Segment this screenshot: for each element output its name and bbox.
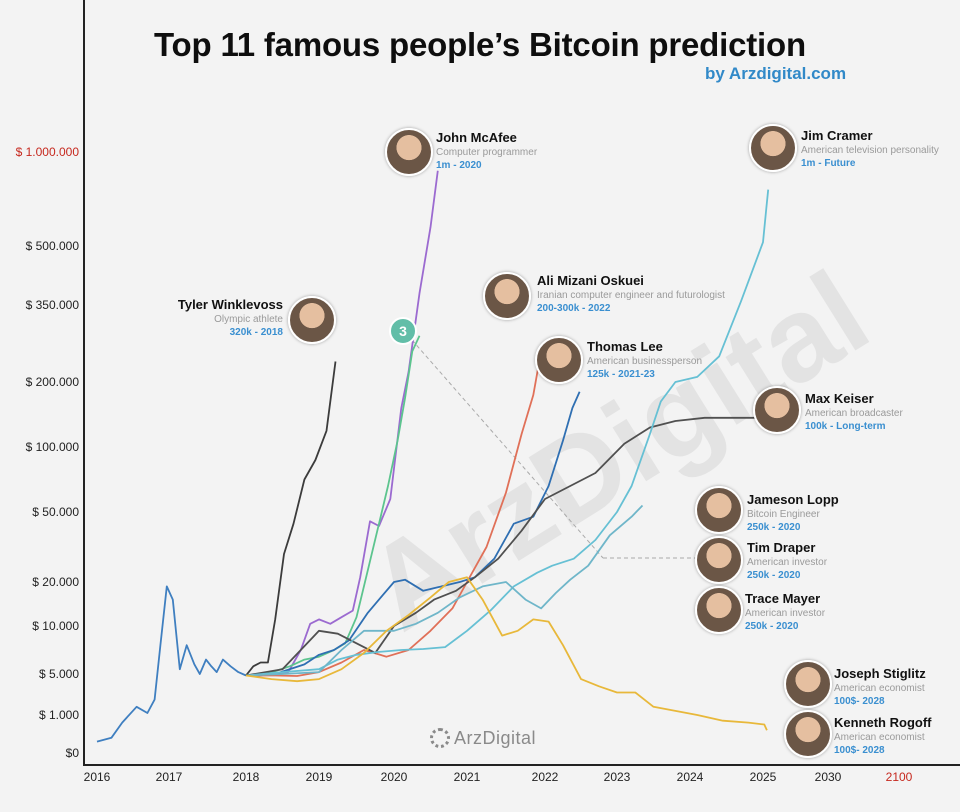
y-tick-label: $0 bbox=[65, 746, 79, 760]
person-john-mcafee: John McAfee Computer programmer 1m - 202… bbox=[436, 130, 537, 173]
avatar-ali-mizani-oskuei bbox=[483, 272, 531, 320]
person-name: Ali Mizani Oskuei bbox=[537, 273, 644, 288]
y-tick-label: $ 5.000 bbox=[38, 667, 79, 681]
avatar-joseph-stiglitz bbox=[784, 660, 832, 708]
x-tick-label: 2100 bbox=[885, 770, 913, 784]
person-prediction: 100$- 2028 bbox=[834, 696, 885, 707]
person-prediction: 250k - 2020 bbox=[747, 570, 801, 581]
chart-subtitle: by Arzdigital.com bbox=[705, 64, 847, 83]
person-thomas-lee: Thomas Lee American businessperson 125k … bbox=[587, 339, 702, 382]
avatar-max-keiser bbox=[753, 386, 801, 434]
person-tim-draper: Tim Draper American investor 250k - 2020 bbox=[747, 540, 827, 583]
person-role: American investor bbox=[747, 557, 828, 568]
y-tick-label: $ 1.000 bbox=[38, 708, 79, 722]
series-line-0 bbox=[96, 585, 247, 743]
x-tick-label: 2020 bbox=[380, 770, 408, 784]
x-tick-label: 2016 bbox=[83, 770, 111, 784]
person-name: Tyler Winklevoss bbox=[177, 297, 283, 312]
series-line-6 bbox=[245, 416, 767, 677]
person-role: Bitcoin Engineer bbox=[747, 509, 820, 520]
person-name: Tim Draper bbox=[747, 540, 816, 555]
x-tick-label: 2023 bbox=[603, 770, 631, 784]
x-tick-label: 2021 bbox=[453, 770, 481, 784]
avatar-jim-cramer bbox=[749, 124, 797, 172]
person-name: Trace Mayer bbox=[745, 591, 821, 606]
x-tick-label: 2017 bbox=[155, 770, 183, 784]
person-role: American economist bbox=[834, 683, 925, 694]
avatar-trace-mayer bbox=[695, 586, 743, 634]
avatar-kenneth-rogoff bbox=[784, 710, 832, 758]
person-role: American economist bbox=[834, 732, 925, 743]
brand-label: ArzDigital bbox=[454, 728, 537, 748]
series-line-1 bbox=[245, 361, 337, 677]
person-prediction: 125k - 2021-23 bbox=[587, 369, 655, 380]
y-tick-label: $ 200.000 bbox=[25, 375, 79, 389]
x-tick-label: 2018 bbox=[232, 770, 260, 784]
person-role: American businessperson bbox=[587, 356, 703, 367]
person-prediction: 250k - 2020 bbox=[747, 522, 801, 533]
x-tick-label: 2025 bbox=[749, 770, 777, 784]
person-name: Kenneth Rogoff bbox=[834, 715, 932, 730]
avatar-john-mcafee bbox=[385, 128, 433, 176]
x-tick-label: 2024 bbox=[676, 770, 704, 784]
person-prediction: 200-300k - 2022 bbox=[537, 303, 611, 314]
x-tick-label: 2022 bbox=[531, 770, 559, 784]
person-jameson-lopp: Jameson Lopp Bitcoin Engineer 250k - 202… bbox=[747, 492, 839, 535]
chart-title: Top 11 famous people’s Bitcoin predictio… bbox=[154, 26, 806, 63]
avatar-tyler-winklevoss bbox=[288, 296, 336, 344]
person-prediction: 100k - Long-term bbox=[805, 421, 886, 432]
person-tyler-winklevoss: Tyler Winklevoss Olympic athlete 320k - … bbox=[178, 297, 283, 340]
person-ali-mizani-oskuei: Ali Mizani Oskuei Iranian computer engin… bbox=[537, 273, 725, 316]
series-layer bbox=[96, 170, 770, 743]
series-line-5 bbox=[245, 391, 581, 677]
y-tick-label: $ 50.000 bbox=[32, 505, 79, 519]
avatar-tim-draper bbox=[695, 536, 743, 584]
badge-three: 3 bbox=[389, 317, 417, 345]
y-tick-label: $ 350.000 bbox=[25, 298, 79, 312]
person-role: American television personality bbox=[801, 145, 939, 156]
person-prediction: 250k - 2020 bbox=[745, 621, 799, 632]
arzdigital-logo-icon bbox=[430, 728, 450, 748]
y-tick-label: $ 20.000 bbox=[32, 575, 79, 589]
trace-mayer-leader bbox=[411, 339, 604, 559]
person-name: Max Keiser bbox=[805, 391, 874, 406]
x-axis-line bbox=[83, 764, 960, 766]
person-role: Olympic athlete bbox=[214, 314, 283, 325]
avatar-thomas-lee bbox=[535, 336, 583, 384]
person-name: Jameson Lopp bbox=[747, 492, 839, 507]
person-role: American investor bbox=[745, 608, 826, 619]
person-prediction: 100$- 2028 bbox=[834, 745, 885, 756]
person-prediction: 320k - 2018 bbox=[229, 327, 283, 338]
y-tick-label: $ 10.000 bbox=[32, 619, 79, 633]
person-trace-mayer: Trace Mayer American investor 250k - 202… bbox=[745, 591, 825, 634]
person-role: Computer programmer bbox=[436, 147, 538, 158]
person-jim-cramer: Jim Cramer American television personali… bbox=[801, 128, 939, 171]
avatar-jameson-lopp bbox=[695, 486, 743, 534]
person-name: Jim Cramer bbox=[801, 128, 873, 143]
person-prediction: 1m - 2020 bbox=[436, 160, 482, 171]
person-name: Joseph Stiglitz bbox=[834, 666, 926, 681]
y-tick-label: $ 100.000 bbox=[25, 440, 79, 454]
y-axis-line bbox=[83, 0, 85, 764]
x-tick-label: 2030 bbox=[814, 770, 842, 784]
person-role: Iranian computer engineer and futurologi… bbox=[537, 290, 725, 301]
y-tick-label: $ 500.000 bbox=[25, 239, 79, 253]
y-tick-label: $ 1.000.000 bbox=[15, 145, 79, 159]
series-line-8 bbox=[245, 504, 644, 677]
x-tick-label: 2019 bbox=[305, 770, 333, 784]
person-name: John McAfee bbox=[436, 130, 517, 145]
person-max-keiser: Max Keiser American broadcaster 100k - L… bbox=[805, 391, 903, 434]
person-kenneth-rogoff: Kenneth Rogoff American economist 100$- … bbox=[834, 715, 931, 758]
person-joseph-stiglitz: Joseph Stiglitz American economist 100$-… bbox=[834, 666, 926, 709]
person-role: American broadcaster bbox=[805, 408, 903, 419]
series-line-4 bbox=[246, 351, 542, 677]
person-name: Thomas Lee bbox=[587, 339, 663, 354]
series-line-9 bbox=[245, 576, 768, 731]
person-prediction: 1m - Future bbox=[801, 158, 856, 169]
